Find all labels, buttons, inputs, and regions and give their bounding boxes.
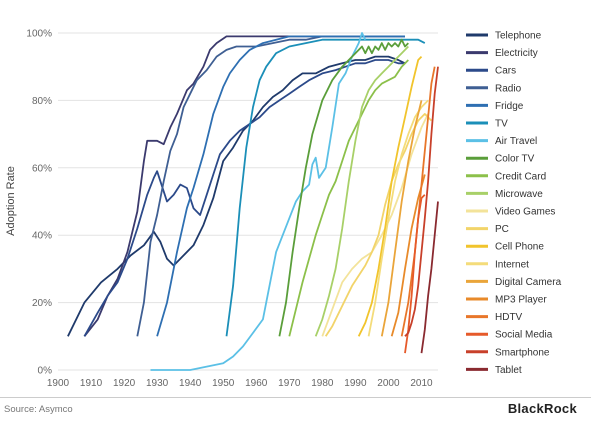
x-tick-label: 1980 — [311, 378, 334, 389]
legend-label-air-travel: Air Travel — [495, 136, 537, 147]
series-line-cars — [83, 59, 405, 337]
series-line-electricity — [83, 35, 405, 337]
y-tick-label: 100% — [26, 29, 52, 40]
x-tick-label: 1960 — [245, 378, 268, 389]
legend-label-electricity: Electricity — [495, 48, 538, 59]
y-tick-label: 40% — [32, 231, 52, 242]
legend-label-cell-phone: Cell Phone — [495, 242, 544, 253]
legend-label-hdtv: HDTV — [495, 312, 523, 323]
series-line-tablet — [420, 201, 439, 354]
x-tick-label: 1900 — [47, 378, 70, 389]
x-tick-label: 1930 — [146, 378, 169, 389]
legend-label-radio: Radio — [495, 83, 522, 94]
series-line-cell-phone — [357, 55, 423, 337]
x-tick-labels: 1900 1910 1920 1930 1940 1950 1960 1970 1980 1990… — [47, 378, 433, 389]
series-line-digital-camera — [380, 100, 423, 337]
y-axis-title: Adoption Rate — [5, 166, 17, 236]
x-tick-label: 1990 — [344, 378, 367, 389]
x-tick-label: 2010 — [410, 378, 433, 389]
legend-label-internet: Internet — [495, 259, 529, 270]
y-tick-label: 0% — [38, 366, 53, 377]
legend-label-fridge: Fridge — [495, 101, 524, 112]
legend-label-smartphone: Smartphone — [495, 347, 550, 358]
x-tick-label: 1940 — [179, 378, 202, 389]
series-line-credit-card — [288, 59, 409, 337]
series-line-tv — [225, 38, 426, 337]
legend-label-tablet: Tablet — [495, 365, 522, 376]
legend-label-credit-card: Credit Card — [495, 171, 546, 182]
legend-label-video-games: Video Games — [495, 207, 555, 218]
legend-label-pc: PC — [495, 224, 509, 235]
series-line-telephone — [67, 55, 406, 337]
x-tick-label: 2000 — [377, 378, 400, 389]
y-tick-label: 60% — [32, 163, 52, 174]
series-line-smartphone — [404, 66, 439, 337]
series-line-video-games — [321, 113, 429, 337]
source-note: Source: Asymco — [4, 404, 73, 415]
legend-label-tv: TV — [495, 119, 508, 130]
legend-label-cars: Cars — [495, 66, 516, 77]
legend-label-social-media: Social Media — [495, 330, 553, 341]
x-tick-label: 1920 — [113, 378, 136, 389]
series-line-fridge — [156, 35, 405, 337]
legend-label-digital-camera: Digital Camera — [495, 277, 562, 288]
x-tick-label: 1910 — [80, 378, 103, 389]
legend-label-microwave: Microwave — [495, 189, 543, 200]
y-tick-labels: 0% 20% 40% 60% 80% 100% — [26, 29, 52, 377]
series-lines — [67, 32, 439, 371]
y-tick-label: 20% — [32, 298, 52, 309]
series-line-hdtv — [400, 66, 436, 337]
brand-logo: BlackRock — [507, 401, 577, 416]
series-line-microwave — [314, 45, 409, 337]
series-line-mp3-player — [390, 174, 426, 337]
series-line-radio — [136, 35, 405, 337]
legend-label-telephone: Telephone — [495, 31, 542, 42]
x-tick-label: 1970 — [278, 378, 301, 389]
series-line-color-tv — [278, 38, 409, 337]
legend-label-mp3-player: MP3 Player — [495, 295, 547, 306]
x-tick-label: 1950 — [212, 378, 235, 389]
footer-divider — [0, 397, 591, 398]
legend: Telephone Electricity Cars Radio Fridge TV Air… — [466, 31, 562, 376]
grid-lines — [58, 32, 438, 371]
series-line-social-media — [404, 194, 426, 354]
series-line-air-travel — [150, 32, 367, 371]
legend-label-color-tv: Color TV — [495, 154, 535, 165]
y-tick-label: 80% — [32, 96, 52, 107]
